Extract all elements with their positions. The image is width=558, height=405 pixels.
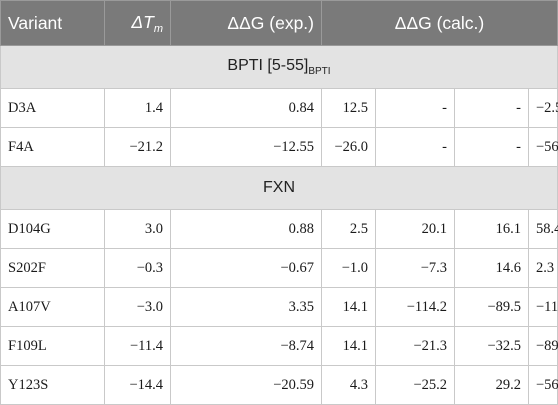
section-row: BPTI [5-55]BPTI: [0, 45, 558, 89]
cell-c1: −1.0: [321, 248, 376, 288]
cell-dtm: 3.0: [104, 209, 171, 249]
cell-exp: 0.88: [170, 209, 322, 249]
cell-dtm: −0.3: [104, 248, 171, 288]
table-row: F4A−21.2−12.55−26.0--−56.2: [0, 127, 558, 167]
cell-c2: −25.2: [375, 365, 455, 405]
cell-name: D3A: [0, 88, 105, 128]
table-row: D104G 3.0 0.88 2.5 20.1 16.1 58.4: [0, 209, 558, 249]
table-body: BPTI [5-55]BPTID3A1.40.8412.5--−2.5F4A−2…: [0, 45, 558, 405]
cell-exp: 0.84: [170, 88, 322, 128]
cell-dtm: −3.0: [104, 287, 171, 327]
cell-c1: 2.5: [321, 209, 376, 249]
table-row: S202F −0.3 −0.67 −1.0 −7.3 14.6 2.3: [0, 248, 558, 288]
header-delta-tm-sub: m: [153, 22, 163, 35]
cell-c1: 14.1: [321, 326, 376, 366]
cell-c3: 16.1: [454, 209, 529, 249]
cell-c4: −56.2: [528, 127, 558, 167]
cell-exp: −20.59: [170, 365, 322, 405]
cell-c1: −26.0: [321, 127, 376, 167]
section-row: FXN: [0, 166, 558, 210]
cell-c2: −21.3: [375, 326, 455, 366]
cell-c4: 58.4: [528, 209, 558, 249]
cell-c4: −56.4: [528, 365, 558, 405]
cell-c2: -: [375, 88, 455, 128]
cell-c1: 12.5: [321, 88, 376, 128]
header-ddg-exp: ΔΔG (exp.): [170, 0, 322, 46]
cell-exp: −12.55: [170, 127, 322, 167]
cell-c1: 4.3: [321, 365, 376, 405]
table-header: Variant ΔTm ΔΔG (exp.) ΔΔG (calc.): [0, 0, 558, 46]
cell-name: Y123S: [0, 365, 105, 405]
section-title-text: BPTI [5-55]: [227, 57, 309, 74]
section-title-text: FXN: [263, 179, 295, 196]
cell-dtm: −11.4: [104, 326, 171, 366]
cell-c3: 14.6: [454, 248, 529, 288]
section-title: BPTI [5-55]BPTI: [0, 45, 558, 89]
cell-c4: 2.3: [528, 248, 558, 288]
header-ddg-calc: ΔΔG (calc.): [321, 0, 558, 46]
cell-name: A107V: [0, 287, 105, 327]
cell-exp: −8.74: [170, 326, 322, 366]
cell-c2: −7.3: [375, 248, 455, 288]
cell-c3: -: [454, 88, 529, 128]
cell-name: F109L: [0, 326, 105, 366]
cell-c1: 14.1: [321, 287, 376, 327]
cell-exp: −0.67: [170, 248, 322, 288]
cell-c3: 29.2: [454, 365, 529, 405]
section-title-subscript: BPTI: [308, 66, 331, 77]
cell-dtm: 1.4: [104, 88, 171, 128]
cell-name: F4A: [0, 127, 105, 167]
cell-c2: -: [375, 127, 455, 167]
table-row: Y123S−14.4−20.594.3−25.229.2−56.4: [0, 365, 558, 405]
cell-c3: -: [454, 127, 529, 167]
cell-c4: −2.5: [528, 88, 558, 128]
cell-c3: −32.5: [454, 326, 529, 366]
section-title: FXN: [0, 166, 558, 210]
cell-dtm: −21.2: [104, 127, 171, 167]
cell-c3: −89.5: [454, 287, 529, 327]
header-delta-tm: ΔTm: [104, 0, 171, 46]
cell-c2: 20.1: [375, 209, 455, 249]
header-delta-tm-label: ΔT: [131, 11, 154, 32]
cell-name: S202F: [0, 248, 105, 288]
cell-name: D104G: [0, 209, 105, 249]
cell-c4: −11.9: [528, 287, 558, 327]
header-variant: Variant: [0, 0, 105, 46]
cell-exp: 3.35: [170, 287, 322, 327]
cell-c4: −89.9: [528, 326, 558, 366]
cell-c2: −114.2: [375, 287, 455, 327]
cell-dtm: −14.4: [104, 365, 171, 405]
